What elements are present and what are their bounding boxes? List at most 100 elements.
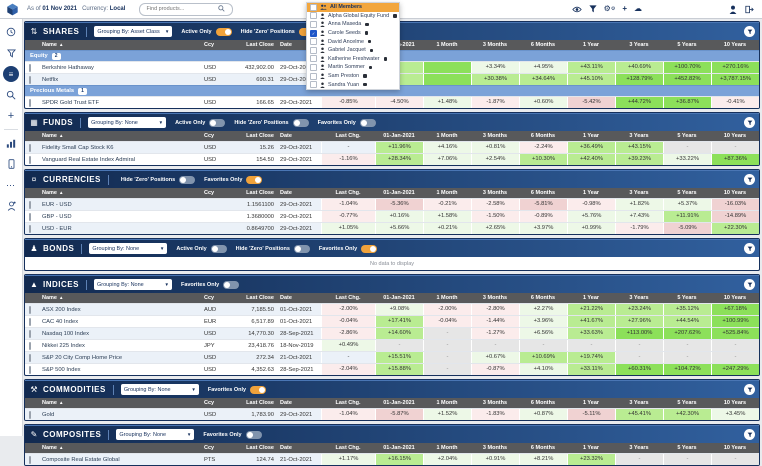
member-checkbox[interactable] bbox=[310, 20, 317, 28]
column-header-10-years[interactable]: 10 Years bbox=[723, 133, 747, 139]
sidebar-item-watchlist[interactable]: ≡ bbox=[3, 66, 19, 82]
member-menu-item[interactable]: Sam Preston bbox=[307, 72, 399, 81]
member-menu-item[interactable]: Alpha Global Equity Fund bbox=[307, 12, 399, 21]
toggle-hide-zero-positions[interactable] bbox=[293, 244, 310, 253]
search-icon[interactable] bbox=[218, 4, 226, 14]
column-header-3-years[interactable]: 3 Years bbox=[629, 400, 649, 406]
grouping-dropdown[interactable]: Grouping By: Asset Class ▼ bbox=[94, 26, 173, 37]
column-header-01-jan-2021[interactable]: 01-Jan-2021 bbox=[383, 133, 415, 139]
section-filter-button[interactable] bbox=[744, 174, 755, 185]
column-header-1-month[interactable]: 1 Month bbox=[436, 42, 458, 48]
toggle-favorites-only[interactable] bbox=[250, 385, 267, 394]
grouping-dropdown[interactable]: Grouping By: None ▼ bbox=[116, 429, 195, 440]
column-header-1-year[interactable]: 1 Year bbox=[582, 42, 600, 48]
table-row[interactable]: SPDR Gold Trust ETF USD 166.65 29-Oct-2021 -… bbox=[25, 96, 759, 108]
toggle-favorites-only[interactable] bbox=[245, 430, 262, 439]
grouping-dropdown[interactable]: Grouping By: None ▼ bbox=[120, 384, 199, 395]
sidebar-item-contacts[interactable] bbox=[3, 198, 19, 214]
member-menu-item[interactable]: Anna Maseda bbox=[307, 20, 399, 29]
table-row[interactable]: S&P 500 Index USD 4,352.63 28-Sep-2021 -2.04… bbox=[25, 363, 759, 375]
toggle-favorites-only[interactable] bbox=[361, 244, 378, 253]
column-header-3-months[interactable]: 3 Months bbox=[482, 400, 508, 406]
column-header-last-close[interactable]: Last Close bbox=[246, 400, 274, 406]
column-header-5-years[interactable]: 5 Years bbox=[677, 400, 697, 406]
sidebar-item-more[interactable]: ⋯ bbox=[6, 179, 16, 190]
sidebar-item-search[interactable] bbox=[3, 87, 19, 103]
sidebar-item-analytics[interactable] bbox=[3, 135, 19, 151]
column-header-name[interactable]: Name ▲ bbox=[42, 190, 64, 196]
sidebar-item-filter[interactable] bbox=[3, 45, 19, 61]
product-search[interactable] bbox=[139, 2, 234, 16]
column-header-6-months[interactable]: 6 Months bbox=[530, 295, 556, 301]
column-header-date[interactable]: Date bbox=[280, 400, 292, 406]
column-header-6-months[interactable]: 6 Months bbox=[530, 400, 556, 406]
table-row[interactable]: EUR - USD 1.1561100 29-Oct-2021 -1.04% -5.36… bbox=[25, 198, 759, 210]
column-header-10-years[interactable]: 10 Years bbox=[723, 295, 747, 301]
table-row[interactable]: Nikkei 225 Index JPY 23,418.76 18-Nov-2019 +… bbox=[25, 339, 759, 351]
column-header-1-year[interactable]: 1 Year bbox=[582, 133, 600, 139]
column-header-10-years[interactable]: 10 Years bbox=[723, 445, 747, 451]
member-menu-item[interactable]: Katherine Freshwater bbox=[307, 55, 399, 64]
column-header-name[interactable]: Name ▲ bbox=[42, 400, 64, 406]
column-header-date[interactable]: Date bbox=[280, 42, 292, 48]
column-header-1-year[interactable]: 1 Year bbox=[582, 190, 600, 196]
member-checkbox[interactable] bbox=[310, 12, 317, 20]
column-header-name[interactable]: Name ▲ bbox=[42, 42, 64, 48]
column-header-5-years[interactable]: 5 Years bbox=[677, 42, 697, 48]
column-header-5-years[interactable]: 5 Years bbox=[677, 445, 697, 451]
member-menu-item[interactable]: Martin Sommer bbox=[307, 63, 399, 72]
toggle-hide-zero-positions[interactable] bbox=[292, 118, 309, 127]
section-filter-button[interactable] bbox=[744, 384, 755, 395]
column-header-3-months[interactable]: 3 Months bbox=[482, 445, 508, 451]
column-header-3-months[interactable]: 3 Months bbox=[482, 190, 508, 196]
sidebar-item-history[interactable] bbox=[3, 24, 19, 40]
column-header-3-months[interactable]: 3 Months bbox=[482, 42, 508, 48]
column-header-date[interactable]: Date bbox=[280, 190, 292, 196]
column-header-ccy[interactable]: Ccy bbox=[204, 295, 215, 301]
grouping-dropdown[interactable]: Grouping By: None ▼ bbox=[88, 117, 167, 128]
column-header-1-year[interactable]: 1 Year bbox=[582, 445, 600, 451]
column-header-ccy[interactable]: Ccy bbox=[204, 445, 215, 451]
table-row[interactable]: USD - EUR 0.8649700 29-Oct-2021 +1.05% +5.66… bbox=[25, 222, 759, 234]
section-filter-button[interactable] bbox=[744, 243, 755, 254]
table-row[interactable]: S&P 20 City Comp Home Price USD 272.34 21-O… bbox=[25, 351, 759, 363]
column-header-last-chg-[interactable]: Last Chg. bbox=[335, 190, 361, 196]
column-header-3-years[interactable]: 3 Years bbox=[629, 445, 649, 451]
column-header-6-months[interactable]: 6 Months bbox=[530, 445, 556, 451]
table-row[interactable]: ASX 200 Index AUD 7,185.50 01-Oct-2021 -2.00… bbox=[25, 303, 759, 315]
search-input[interactable] bbox=[144, 5, 219, 13]
toggle-favorites-only[interactable] bbox=[359, 118, 376, 127]
column-header-01-jan-2021[interactable]: 01-Jan-2021 bbox=[383, 400, 415, 406]
toggle-active-only[interactable] bbox=[215, 27, 232, 36]
column-header-date[interactable]: Date bbox=[280, 295, 292, 301]
column-header-1-year[interactable]: 1 Year bbox=[582, 400, 600, 406]
column-header-last-close[interactable]: Last Close bbox=[246, 190, 274, 196]
column-header-date[interactable]: Date bbox=[280, 445, 292, 451]
member-menu-item[interactable]: Sandra Yuan bbox=[307, 80, 399, 89]
column-header-ccy[interactable]: Ccy bbox=[204, 133, 215, 139]
toggle-favorites-only[interactable] bbox=[223, 280, 240, 289]
column-header-last-chg-[interactable]: Last Chg. bbox=[335, 295, 361, 301]
column-header-last-close[interactable]: Last Close bbox=[246, 133, 274, 139]
column-header-6-months[interactable]: 6 Months bbox=[530, 133, 556, 139]
toggle-favorites-only[interactable] bbox=[246, 175, 263, 184]
member-menu-item[interactable]: David Ancelme bbox=[307, 37, 399, 46]
column-header-date[interactable]: Date bbox=[280, 133, 292, 139]
table-row[interactable]: Gold USD 1,783.90 29-Oct-2021 -1.04% -5.87% +1… bbox=[25, 408, 759, 420]
column-header-1-month[interactable]: 1 Month bbox=[436, 295, 458, 301]
member-checkbox[interactable] bbox=[310, 38, 317, 46]
column-header-ccy[interactable]: Ccy bbox=[204, 190, 215, 196]
member-checkbox[interactable] bbox=[310, 63, 317, 71]
member-checkbox[interactable] bbox=[310, 3, 317, 11]
member-menu-item[interactable]: All Members bbox=[307, 3, 399, 12]
grouping-dropdown[interactable]: Grouping By: None ▼ bbox=[93, 279, 172, 290]
toggle-active-only[interactable] bbox=[209, 118, 226, 127]
table-row[interactable]: CAC 40 Index EUR 6,517.89 01-Oct-2021 -0.04%… bbox=[25, 315, 759, 327]
member-menu-item[interactable]: ✓ Carole Seeds bbox=[307, 29, 399, 38]
member-menu-item[interactable]: Gabriel Jacquet bbox=[307, 46, 399, 55]
section-filter-button[interactable] bbox=[744, 26, 755, 37]
column-header-3-years[interactable]: 3 Years bbox=[629, 190, 649, 196]
column-header-1-month[interactable]: 1 Month bbox=[436, 190, 458, 196]
column-header-last-close[interactable]: Last Close bbox=[246, 445, 274, 451]
column-header-1-month[interactable]: 1 Month bbox=[436, 445, 458, 451]
